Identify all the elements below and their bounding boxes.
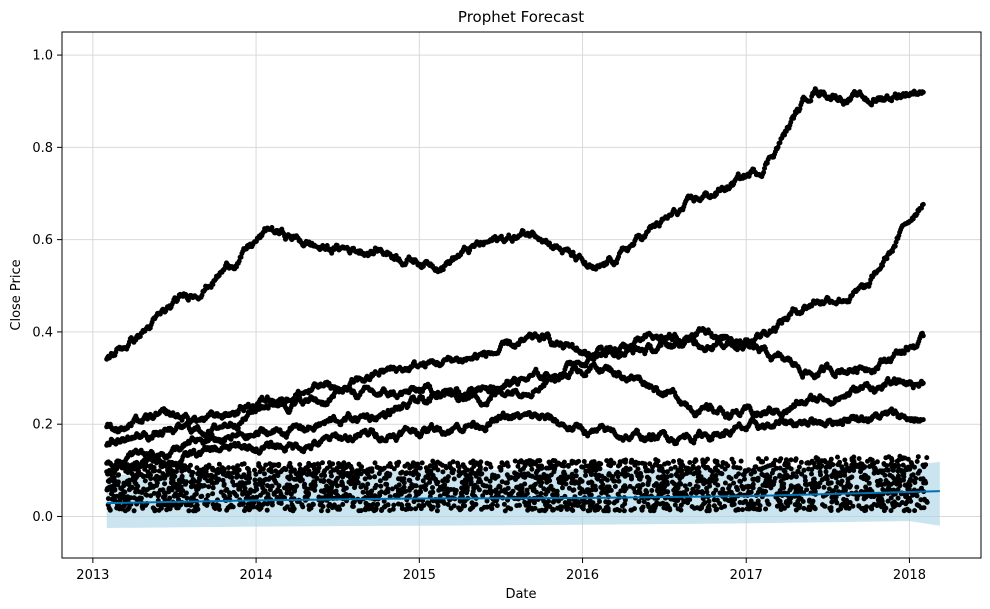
observed-series-1	[104, 86, 926, 362]
observed-series-3	[104, 326, 926, 448]
y-tick-label: 0.2	[32, 418, 53, 433]
plot-frame	[61, 31, 982, 559]
x-tick-label: 2017	[730, 568, 763, 583]
observed-series-4	[104, 361, 926, 471]
chart-title: Prophet Forecast	[458, 8, 584, 26]
x-tick-label: 2014	[240, 568, 273, 583]
y-axis-ticks: 0.0 0.2 0.4 0.6 0.8 1.0	[32, 49, 62, 525]
forecast-line-layer	[106, 490, 940, 505]
x-tick-label: 2018	[893, 568, 926, 583]
y-tick-label: 1.0	[32, 49, 53, 64]
observed-series-5	[104, 406, 926, 478]
y-tick-label: 0.8	[32, 141, 53, 156]
y-tick-label: 0.4	[32, 325, 53, 340]
observed-points-layer	[104, 86, 930, 514]
observed-points-cloud	[104, 453, 930, 514]
x-axis-label: Date	[505, 587, 536, 602]
y-axis-label: Close Price	[9, 259, 24, 330]
x-axis-ticks: 2013 2014 2015 2016 2017 2018	[76, 558, 926, 583]
x-tick-label: 2016	[566, 568, 599, 583]
x-tick-label: 2015	[403, 568, 436, 583]
y-tick-label: 0.6	[32, 233, 53, 248]
y-tick-label: 0.0	[32, 510, 53, 525]
forecast-line	[106, 490, 940, 505]
x-tick-label: 2013	[76, 568, 109, 583]
